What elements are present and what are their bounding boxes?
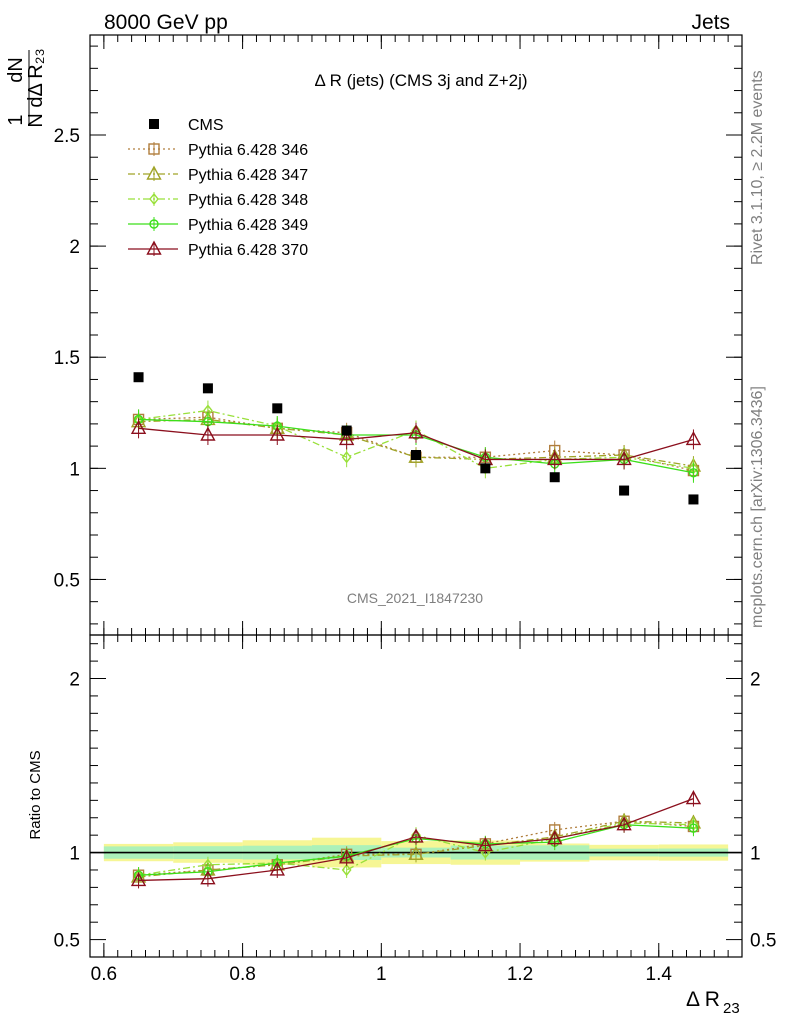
data-point bbox=[202, 383, 213, 394]
x-tick-label: 1 bbox=[376, 964, 387, 985]
y-tick-label: 0.5 bbox=[54, 570, 80, 591]
series-ratio-point bbox=[477, 837, 494, 852]
series-point bbox=[130, 419, 147, 435]
legend-marker bbox=[146, 240, 162, 255]
legend-marker bbox=[149, 219, 159, 229]
series-point bbox=[341, 451, 352, 464]
series-point bbox=[269, 426, 285, 441]
data-point bbox=[133, 372, 144, 383]
series-1 bbox=[132, 407, 700, 884]
svg-text:1: 1 bbox=[5, 114, 27, 125]
series-ratio-point bbox=[269, 861, 285, 876]
ratio-tick-label: 1 bbox=[69, 844, 80, 865]
ratio-frame bbox=[89, 634, 743, 958]
legend-label: Pythia 6.428 348 bbox=[188, 192, 308, 209]
x-tick-label: 0.8 bbox=[229, 964, 255, 985]
legend-label: Pythia 6.428 370 bbox=[188, 242, 308, 259]
data-point bbox=[341, 425, 352, 436]
data-series bbox=[133, 372, 699, 505]
ratio-tick-label: 0.5 bbox=[54, 931, 80, 952]
data-point bbox=[272, 403, 283, 414]
series-point bbox=[688, 468, 699, 478]
header-right: Jets bbox=[691, 11, 730, 34]
x-tick-label: 1.2 bbox=[507, 964, 533, 985]
series-ratio-point bbox=[547, 830, 563, 845]
series-point bbox=[547, 450, 563, 466]
series-2 bbox=[130, 409, 702, 885]
legend-marker bbox=[149, 192, 159, 206]
data-point bbox=[549, 472, 560, 483]
legend-marker-data bbox=[149, 119, 159, 129]
series-point bbox=[685, 430, 702, 446]
svg-text:Δ R: Δ R bbox=[686, 988, 720, 1011]
series-point bbox=[200, 426, 216, 441]
analysis-label: CMS_2021_I1847230 bbox=[347, 590, 483, 606]
series-ratio-point bbox=[685, 790, 702, 805]
chart-title: Δ R (jets) (CMS 3j and Z+2j) bbox=[314, 71, 527, 90]
rivet-label: Rivet 3.1.10, ≥ 2.2M events bbox=[749, 70, 766, 265]
legend-entry-data: CMS bbox=[149, 117, 224, 134]
ratio-tick-label-right: 1 bbox=[750, 844, 761, 865]
y-tick-label: 2 bbox=[69, 237, 80, 258]
mcplots-label: mcplots.cern.ch [arXiv:1306.3436] bbox=[749, 386, 766, 628]
ratio-y-label: Ratio to CMS bbox=[27, 750, 44, 839]
legend-entry-1: Pythia 6.428 346 bbox=[128, 142, 308, 159]
legend-label: Pythia 6.428 346 bbox=[188, 142, 308, 159]
series-ratio-point bbox=[408, 845, 424, 861]
series-point bbox=[338, 430, 355, 446]
series-ratio-point bbox=[130, 871, 147, 887]
legend: CMS Pythia 6.428 346 Pythia 6.428 347 Pythi… bbox=[128, 117, 308, 259]
series-5 bbox=[130, 418, 702, 889]
legend-entry-4: Pythia 6.428 349 bbox=[128, 217, 308, 234]
data-point bbox=[411, 450, 421, 460]
series-ratio-point bbox=[341, 863, 352, 877]
svg-text:Δ R (jets) (CMS 3j and Z+2j): Δ R (jets) (CMS 3j and Z+2j) bbox=[314, 71, 527, 90]
legend-entry-5: Pythia 6.428 370 bbox=[128, 240, 308, 259]
y-tick-label: 1.5 bbox=[54, 348, 80, 369]
svg-text:N dΔ R₂₃: N dΔ R₂₃ bbox=[25, 48, 47, 127]
series-ratio-point bbox=[408, 828, 424, 843]
ratio-tick-label: 2 bbox=[69, 670, 80, 691]
series-3 bbox=[133, 400, 699, 884]
x-axis-label: Δ R 23 bbox=[686, 988, 740, 1017]
series-point bbox=[408, 424, 424, 439]
legend-marker bbox=[146, 165, 162, 180]
y-tick-label: 1 bbox=[69, 459, 80, 480]
header-left: 8000 GeV pp bbox=[104, 11, 228, 34]
svg-text:dN: dN bbox=[5, 57, 27, 83]
x-tick-label: 0.6 bbox=[91, 964, 117, 985]
ratio-tick-label-right: 2 bbox=[750, 670, 761, 691]
series-ratio-point bbox=[338, 849, 355, 864]
legend-entry-3: Pythia 6.428 348 bbox=[128, 192, 308, 209]
series-4 bbox=[133, 409, 699, 884]
series-ratio-point bbox=[688, 823, 699, 833]
data-point bbox=[688, 494, 699, 505]
data-point bbox=[480, 463, 491, 474]
data-point bbox=[619, 485, 630, 496]
svg-text:23: 23 bbox=[723, 1000, 740, 1017]
y-tick-label: 2.5 bbox=[54, 126, 80, 147]
series-ratio-point bbox=[616, 816, 632, 831]
y-axis-label: 1 N dΔ R₂₃ dN bbox=[5, 48, 47, 127]
legend-label-data: CMS bbox=[188, 117, 224, 134]
ratio-tick-label-right: 0.5 bbox=[750, 931, 776, 952]
series-point bbox=[616, 450, 632, 466]
series-layer bbox=[130, 372, 702, 889]
series-ratio-line bbox=[138, 820, 694, 876]
legend-label: Pythia 6.428 349 bbox=[188, 217, 308, 234]
x-tick-label: 1.4 bbox=[646, 964, 673, 985]
legend-marker bbox=[148, 143, 160, 155]
axes-ticks: 0.6 0.8 1 1.2 1.4 0.5 1 1.5 2 2.5 0.5 1 2 0.5 1 2 bbox=[54, 35, 776, 985]
series-ratio-point bbox=[200, 870, 216, 885]
legend-label: Pythia 6.428 347 bbox=[188, 167, 308, 184]
legend-entry-2: Pythia 6.428 347 bbox=[128, 165, 308, 184]
